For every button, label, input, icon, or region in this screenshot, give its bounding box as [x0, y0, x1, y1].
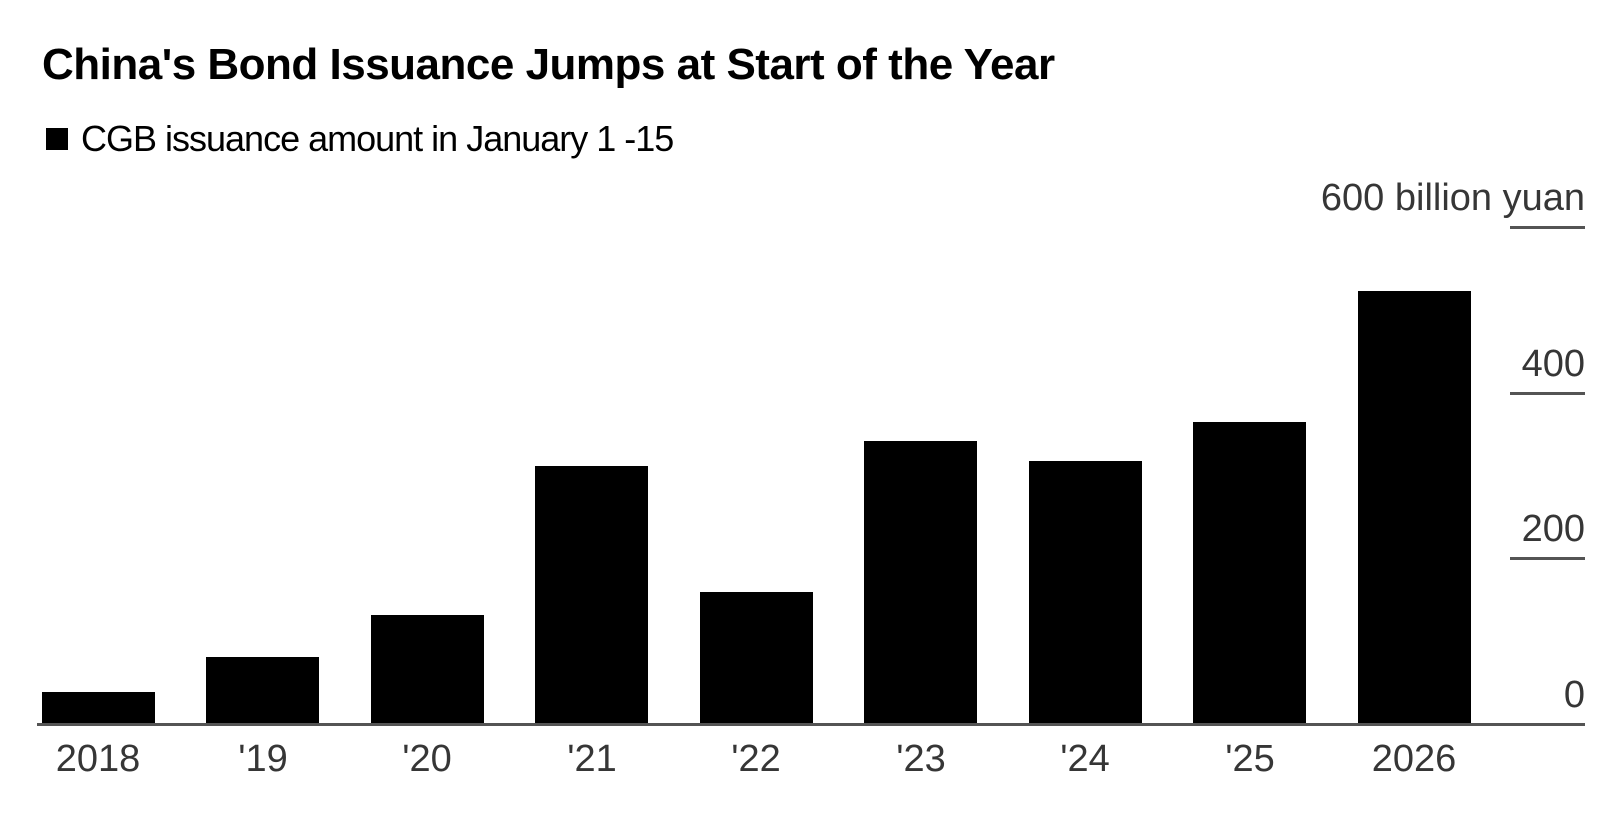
y-tick-label-400: 400: [1521, 343, 1585, 385]
y-tick-label-200: 200: [1521, 508, 1585, 550]
x-tick-label-21: '21: [567, 738, 617, 780]
x-tick-label-20: '20: [402, 738, 452, 780]
y-tick-label-600: 600 billion yuan: [1320, 177, 1585, 219]
legend: CGB issuance amount in January 1 -15: [46, 118, 674, 160]
y-tick-line-600: [1510, 226, 1585, 229]
legend-label: CGB issuance amount in January 1 -15: [81, 118, 674, 159]
bar-19: [206, 657, 319, 723]
bar-22: [700, 592, 813, 723]
x-tick-label-24: '24: [1060, 738, 1110, 780]
bar-21: [535, 466, 648, 723]
bar-23: [864, 441, 977, 723]
y-tick-line-200: [1510, 557, 1585, 560]
bar-24: [1029, 461, 1142, 723]
chart-title: China's Bond Issuance Jumps at Start of …: [42, 40, 1055, 89]
x-tick-label-25: '25: [1225, 738, 1275, 780]
legend-swatch-icon: [46, 128, 68, 150]
x-tick-label-2018: 2018: [55, 738, 141, 780]
y-tick-line-400: [1510, 392, 1585, 395]
bar-20: [371, 615, 484, 723]
bar-25: [1193, 422, 1306, 723]
y-tick-label-0: 0: [1563, 674, 1585, 716]
x-axis-line: [37, 723, 1585, 726]
x-tick-label-2026: 2026: [1371, 738, 1457, 780]
bar-2026: [1358, 291, 1471, 723]
bar-2018: [42, 692, 155, 723]
x-tick-label-22: '22: [731, 738, 781, 780]
x-tick-label-23: '23: [896, 738, 946, 780]
x-tick-label-19: '19: [238, 738, 288, 780]
